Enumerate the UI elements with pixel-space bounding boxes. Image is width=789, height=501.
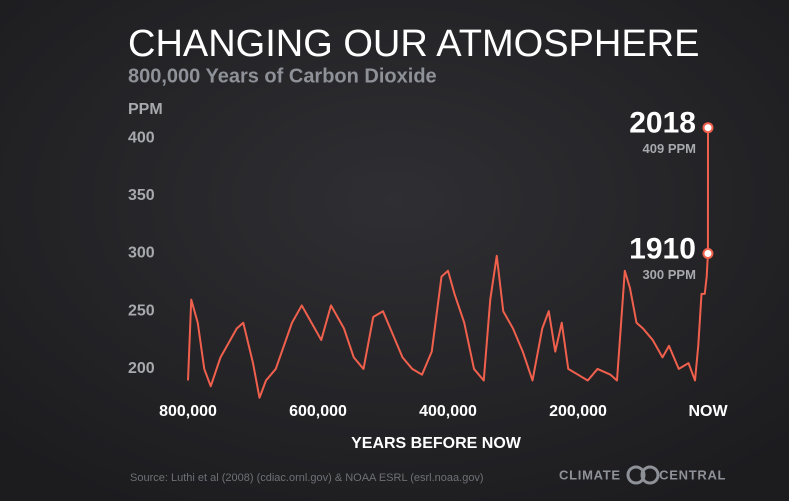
source: Source: Luthi et al (2008) (cdiac.ornl.g… xyxy=(130,472,484,484)
logo: CLIMATE CENTRAL xyxy=(559,465,727,485)
y-tick-label: 300 xyxy=(128,245,155,262)
chart-title: CHANGING OUR ATMOSPHERE xyxy=(128,23,699,65)
annotation-point xyxy=(702,122,714,134)
y-tick-label: 400 xyxy=(128,129,155,146)
chart-subtitle: 800,000 Years of Carbon Dioxide xyxy=(128,65,437,87)
annotation-year: 1910 xyxy=(629,232,696,265)
x-tick-label: NOW xyxy=(688,403,728,420)
annotation-value: 409 PPM xyxy=(643,141,696,156)
logo-ring xyxy=(640,465,660,485)
x-tick-label: 200,000 xyxy=(549,403,607,420)
x-tick-label: 800,000 xyxy=(159,403,217,420)
logo-text: CLIMATE CENTRAL xyxy=(559,467,727,482)
co2-line xyxy=(187,127,709,399)
y-tick-label: 250 xyxy=(128,302,155,319)
annotation-value: 300 PPM xyxy=(642,267,695,282)
annotation-year: 2018 xyxy=(629,107,696,140)
y-tick-label: 350 xyxy=(128,187,155,204)
x-axis-label: YEARS BEFORE NOW xyxy=(351,435,522,452)
x-tick-label: 400,000 xyxy=(419,403,477,420)
y-tick-label: 200 xyxy=(128,360,155,377)
y-axis-label: PPM xyxy=(128,101,163,118)
x-tick-label: 600,000 xyxy=(289,403,347,420)
logo-ring xyxy=(626,465,646,485)
annotation-point xyxy=(702,248,714,259)
